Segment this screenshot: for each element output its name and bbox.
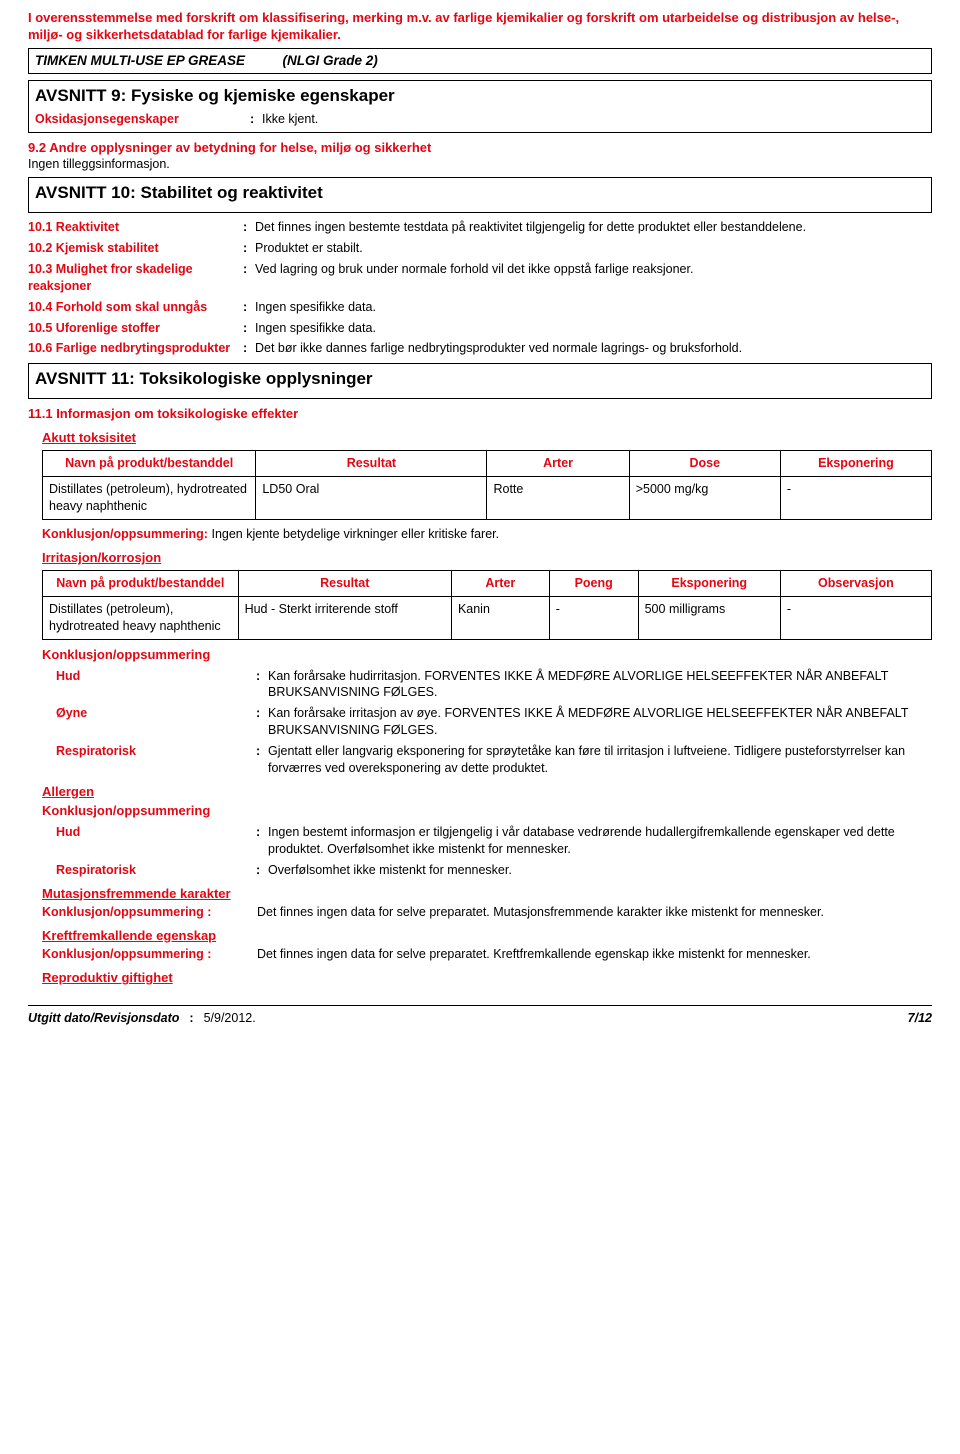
section-9-2-text: Ingen tilleggsinformasjon. — [28, 156, 932, 173]
section-11-title: AVSNITT 11: Toksikologiske opplysninger — [35, 368, 925, 391]
t2-c3: Kanin — [451, 597, 549, 640]
section-9-2-heading: 9.2 Andre opplysninger av betydning for … — [28, 139, 932, 157]
footer-label: Utgitt dato/Revisjonsdato — [28, 1010, 179, 1027]
product-name: TIMKEN MULTI-USE EP GREASE — [35, 53, 245, 68]
product-box: TIMKEN MULTI-USE EP GREASE (NLGI Grade 2… — [28, 48, 932, 74]
section-9-box: AVSNITT 9: Fysiske og kjemiske egenskape… — [28, 80, 932, 133]
acute-toxicity-heading: Akutt toksisitet — [42, 429, 932, 447]
s10-2-key: 10.2 Kjemisk stabilitet — [28, 240, 243, 257]
t2-h3: Arter — [451, 571, 549, 597]
s10-3-val: Ved lagring og bruk under normale forhol… — [255, 261, 932, 278]
t2-c5: 500 milligrams — [638, 597, 780, 640]
t1-h5: Eksponering — [780, 451, 931, 477]
section-10-box: AVSNITT 10: Stabilitet og reaktivitet — [28, 177, 932, 213]
hud2-label: Hud — [56, 824, 256, 841]
conc1-value: Ingen kjente betydelige virkninger eller… — [211, 527, 499, 541]
kreft-conc-label: Konklusjon/oppsummering : — [42, 946, 257, 963]
footer: Utgitt dato/Revisjonsdato : 5/9/2012. 7/… — [28, 1005, 932, 1027]
t1-h4: Dose — [629, 451, 780, 477]
t2-c4: - — [549, 597, 638, 640]
oxidation-value: Ikke kjent. — [262, 111, 925, 128]
t2-h6: Observasjon — [780, 571, 931, 597]
resp-label: Respiratorisk — [56, 743, 256, 760]
table-row: Distillates (petroleum), hydrotreated he… — [43, 477, 932, 520]
muta-conc-label: Konklusjon/oppsummering : — [42, 904, 257, 921]
table-row: Distillates (petroleum), hydrotreated he… — [43, 597, 932, 640]
s10-2-val: Produktet er stabilt. — [255, 240, 932, 257]
footer-colon: : — [189, 1010, 193, 1027]
conclusion-heading-2: Konklusjon/oppsummering — [42, 802, 932, 820]
t1-c3: Rotte — [487, 477, 629, 520]
irritation-table: Navn på produkt/bestanddel Resultat Arte… — [42, 570, 932, 640]
oxidation-label: Oksidasjonsegenskaper — [35, 111, 250, 128]
s10-3-key: 10.3 Mulighet fror skadelige reaksjoner — [28, 261, 243, 295]
s10-4-val: Ingen spesifikke data. — [255, 299, 932, 316]
colon: : — [250, 111, 262, 128]
conc1-label: Konklusjon/oppsummering: — [42, 527, 208, 541]
t1-c4: >5000 mg/kg — [629, 477, 780, 520]
t1-h2: Resultat — [256, 451, 487, 477]
t2-c1: Distillates (petroleum), hydrotreated he… — [43, 597, 239, 640]
t1-c5: - — [780, 477, 931, 520]
s10-6-key: 10.6 Farlige nedbrytingsprodukter — [28, 340, 243, 357]
s10-5-val: Ingen spesifikke data. — [255, 320, 932, 337]
section-10-title: AVSNITT 10: Stabilitet og reaktivitet — [35, 182, 925, 205]
s10-6-val: Det bør ikke dannes farlige nedbrytingsp… — [255, 340, 932, 357]
irritation-heading: Irritasjon/korrosjon — [42, 549, 932, 567]
mutagen-heading: Mutasjonsfremmende karakter — [42, 885, 932, 903]
footer-page: 7/12 — [908, 1010, 932, 1027]
resp2-label: Respiratorisk — [56, 862, 256, 879]
conclusion-heading-1: Konklusjon/oppsummering — [42, 646, 932, 664]
s10-5-key: 10.5 Uforenlige stoffer — [28, 320, 243, 337]
kreft-value: Det finnes ingen data for selve preparat… — [257, 946, 932, 963]
oyne-label: Øyne — [56, 705, 256, 722]
hud2-value: Ingen bestemt informasjon er tilgjengeli… — [268, 824, 932, 858]
hud-value: Kan forårsake hudirritasjon. FORVENTES I… — [268, 668, 932, 702]
muta-value: Det finnes ingen data for selve preparat… — [257, 904, 932, 921]
acute-toxicity-table: Navn på produkt/bestanddel Resultat Arte… — [42, 450, 932, 520]
t2-h2: Resultat — [238, 571, 451, 597]
oyne-value: Kan forårsake irritasjon av øye. FORVENT… — [268, 705, 932, 739]
t2-c2: Hud - Sterkt irriterende stoff — [238, 597, 451, 640]
allergen-heading: Allergen — [42, 783, 932, 801]
t1-h3: Arter — [487, 451, 629, 477]
t2-h1: Navn på produkt/bestanddel — [43, 571, 239, 597]
s10-1-val: Det finnes ingen bestemte testdata på re… — [255, 219, 932, 236]
section-11-box: AVSNITT 11: Toksikologiske opplysninger — [28, 363, 932, 399]
resp-value: Gjentatt eller langvarig eksponering for… — [268, 743, 932, 777]
hud-label: Hud — [56, 668, 256, 685]
s10-4-key: 10.4 Forhold som skal unngås — [28, 299, 243, 316]
t2-h5: Eksponering — [638, 571, 780, 597]
t2-h4: Poeng — [549, 571, 638, 597]
s10-1-key: 10.1 Reaktivitet — [28, 219, 243, 236]
footer-date: 5/9/2012. — [204, 1010, 256, 1027]
conclusion-acute: Konklusjon/oppsummering: Ingen kjente be… — [42, 526, 932, 543]
carcinogen-heading: Kreftfremkallende egenskap — [42, 927, 932, 945]
t1-h1: Navn på produkt/bestanddel — [43, 451, 256, 477]
section-9-title: AVSNITT 9: Fysiske og kjemiske egenskape… — [35, 85, 925, 108]
t1-c1: Distillates (petroleum), hydrotreated he… — [43, 477, 256, 520]
regulation-header: I overensstemmelse med forskrift om klas… — [28, 10, 932, 44]
resp2-value: Overfølsomhet ikke mistenkt for menneske… — [268, 862, 932, 879]
section-11-1-heading: 11.1 Informasjon om toksikologiske effek… — [28, 405, 932, 423]
product-grade: (NLGI Grade 2) — [283, 53, 378, 68]
t2-c6: - — [780, 597, 931, 640]
reproductive-heading: Reproduktiv giftighet — [42, 969, 932, 987]
t1-c2: LD50 Oral — [256, 477, 487, 520]
